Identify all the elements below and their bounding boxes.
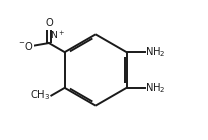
Text: CH$_3$: CH$_3$ <box>30 89 51 102</box>
Text: NH$_2$: NH$_2$ <box>145 81 166 95</box>
Text: $^{-}$O: $^{-}$O <box>18 40 34 52</box>
Text: O: O <box>45 18 53 28</box>
Text: N$^+$: N$^+$ <box>50 29 65 42</box>
Text: NH$_2$: NH$_2$ <box>145 45 166 59</box>
